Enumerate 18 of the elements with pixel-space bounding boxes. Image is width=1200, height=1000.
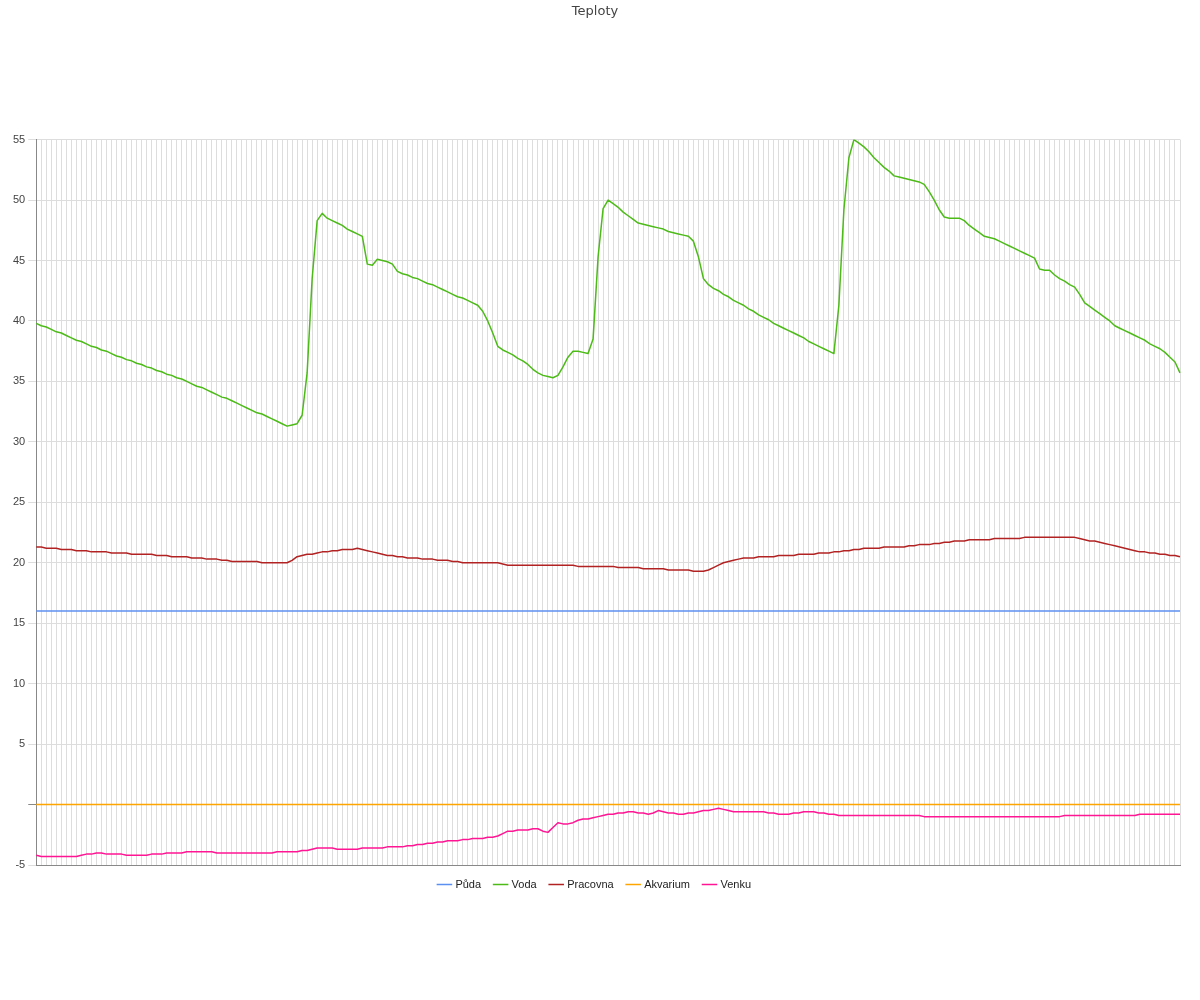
chart-title: Teploty [570, 3, 619, 19]
y-tick-label: 55 [12, 132, 26, 145]
y-tick-label: 10 [12, 676, 26, 689]
legend-label: Venku [720, 877, 752, 890]
y-tick-label: -5 [15, 858, 26, 871]
y-tick-label: 5 [19, 737, 26, 750]
y-tick-label: 35 [12, 374, 26, 387]
legend-label: Půda [455, 877, 482, 890]
y-tick-label: 30 [12, 434, 26, 447]
legend-label: Akvarium [644, 877, 690, 890]
y-tick-label: 25 [12, 495, 26, 508]
y-tick-label: 45 [12, 253, 26, 266]
legend-label: Pracovna [567, 877, 615, 890]
y-tick-label: 50 [12, 193, 26, 206]
legend-label: Voda [511, 877, 538, 890]
y-tick-label: 15 [12, 616, 26, 629]
y-tick-label: 20 [12, 555, 26, 568]
y-tick-label: 40 [12, 313, 26, 326]
